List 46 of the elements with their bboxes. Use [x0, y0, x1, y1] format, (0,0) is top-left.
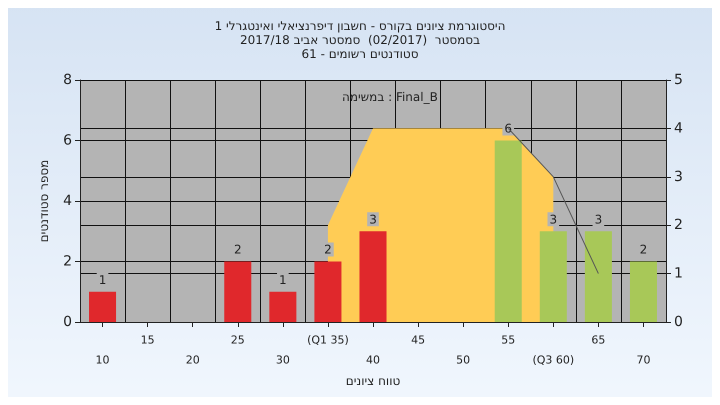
- x-axis-title: טווח ציונים: [346, 374, 400, 388]
- data-label: 3: [594, 212, 602, 226]
- x-tick-label: 55: [501, 334, 516, 346]
- x-tick-label: 25: [230, 334, 245, 346]
- bar: [494, 140, 522, 322]
- x-tick-label: 20: [186, 354, 200, 366]
- y2-tick-label: 3: [674, 168, 683, 185]
- data-label: 6: [504, 122, 512, 136]
- y2-tick-label: 0: [674, 314, 683, 330]
- y2-tick-label: 2: [674, 217, 683, 234]
- y-tick-label: 4: [63, 193, 72, 209]
- y2-tick-label: 5: [674, 72, 683, 88]
- data-label: 2: [324, 242, 332, 256]
- data-label: 3: [549, 212, 558, 226]
- bar: [89, 292, 116, 322]
- x-tick-label: 65: [591, 334, 606, 346]
- bar: [630, 262, 657, 322]
- bar: [584, 231, 612, 322]
- chart-title: היסטוגרמת ציונים בקורס - חשבון דיפרנציאלי ואינטגרלי 1: [214, 19, 506, 33]
- bar: [359, 231, 387, 322]
- y-axis-title: מספר סטודנטים: [37, 160, 51, 242]
- y-tick-label: 8: [63, 72, 72, 88]
- chart-subtitle: בסמסטר (02/2017) סמסטר אביב 2017/18 סטודנטים רשומים - 61: [240, 33, 480, 61]
- x-tick-label: 70: [636, 354, 650, 366]
- x-tick-label: (Q3 60): [532, 354, 574, 366]
- bar: [314, 262, 342, 322]
- data-label: 2: [640, 242, 648, 256]
- x-tick-label: 10: [96, 354, 110, 366]
- x-tick-label: (Q1 35): [307, 334, 349, 346]
- data-label: 1: [279, 272, 287, 287]
- y2-tick-label: 1: [674, 266, 683, 282]
- x-tick-label: 50: [456, 354, 470, 366]
- x-tick-label: 15: [140, 334, 155, 346]
- bar: [540, 231, 567, 322]
- bar: [269, 292, 296, 322]
- y-tick-label: 6: [63, 132, 72, 148]
- x-tick-label: 45: [411, 334, 426, 346]
- y-tick-label: 2: [63, 254, 72, 270]
- x-tick-label: 40: [366, 354, 380, 366]
- y2-tick-label: 4: [674, 120, 683, 136]
- bar: [224, 262, 252, 322]
- data-label: 3: [369, 212, 377, 226]
- x-tick-label: 30: [276, 354, 290, 366]
- data-label: 2: [234, 242, 242, 256]
- data-label: 1: [98, 272, 106, 287]
- y-tick-label: 0: [63, 314, 72, 330]
